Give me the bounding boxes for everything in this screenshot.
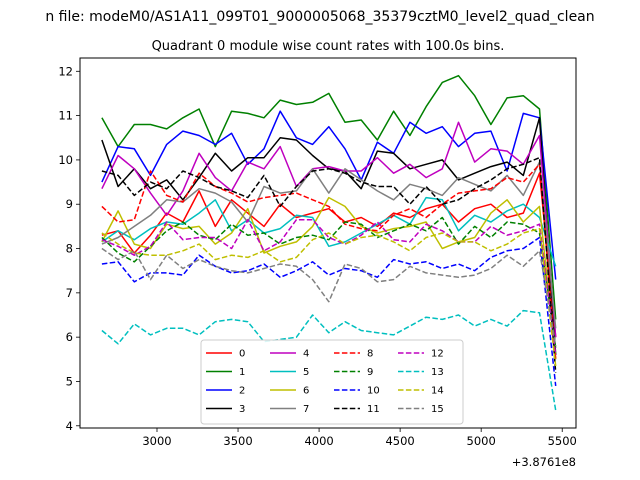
y-tick-label: 6 [66, 330, 73, 344]
legend-label-6: 6 [303, 386, 309, 397]
legend-label-11: 11 [367, 404, 380, 415]
legend-label-14: 14 [431, 386, 444, 397]
series-line-12 [101, 218, 557, 355]
legend-label-13: 13 [431, 367, 444, 378]
y-tick-label: 10 [58, 153, 73, 167]
series-line-0 [101, 172, 557, 338]
x-tick-label: 5000 [467, 434, 496, 448]
series-line-13 [101, 309, 557, 411]
legend-label-8: 8 [367, 349, 373, 360]
y-tick-label: 12 [58, 64, 73, 78]
y-tick-label: 8 [66, 242, 73, 256]
series-line-1 [101, 74, 557, 320]
y-tick-label: 4 [66, 419, 73, 433]
legend-label-7: 7 [303, 404, 309, 415]
legend-label-4: 4 [303, 349, 309, 360]
series-line-15 [101, 247, 557, 347]
plot-area [101, 74, 557, 411]
series-line-14 [101, 227, 557, 367]
y-tick-label: 9 [66, 197, 73, 211]
legend-label-1: 1 [239, 367, 245, 378]
x-tick-label: 3000 [142, 434, 171, 448]
legend-label-10: 10 [367, 386, 380, 397]
legend-label-0: 0 [239, 349, 245, 360]
series-line-10 [101, 236, 557, 386]
chart-suptitle: n file: modeM0/AS1A11_099T01_9000005068_… [45, 9, 594, 25]
x-tick-label: 3500 [223, 434, 252, 448]
series-line-2 [101, 110, 557, 280]
legend-label-15: 15 [431, 404, 444, 415]
legend-label-12: 12 [431, 349, 444, 360]
y-tick-label: 5 [66, 374, 73, 388]
series-line-9 [101, 216, 557, 349]
x-tick-label: 4500 [385, 434, 414, 448]
series-line-11 [101, 156, 557, 373]
x-tick-label: 4000 [304, 434, 333, 448]
legend-label-5: 5 [303, 367, 309, 378]
chart-title: Quadrant 0 module wise count rates with … [152, 39, 505, 54]
y-tick-label: 7 [66, 286, 73, 300]
series-line-5 [101, 196, 557, 267]
x-tick-label: 5500 [548, 434, 577, 448]
series-line-3 [101, 117, 557, 355]
legend-label-9: 9 [367, 367, 373, 378]
plot-frame [79, 57, 577, 429]
x-offset-label: +3.8761e8 [512, 455, 576, 469]
series-line-8 [101, 163, 557, 360]
legend-box [200, 339, 464, 425]
legend-label-2: 2 [239, 386, 245, 397]
y-tick-label: 11 [58, 109, 73, 123]
legend-label-3: 3 [239, 404, 245, 415]
